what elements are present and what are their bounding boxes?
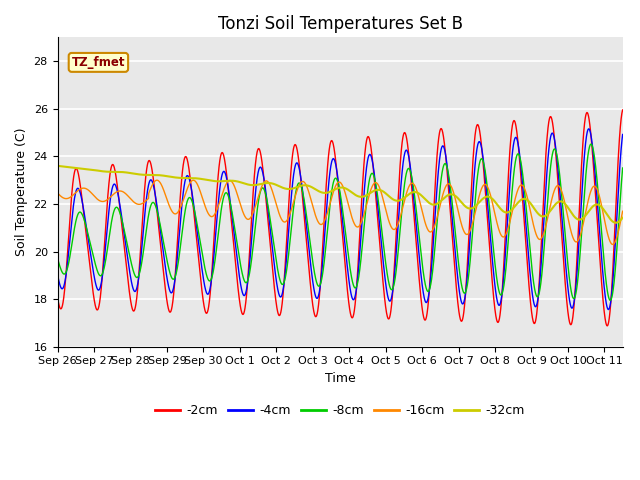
-4cm [118,216,126,222]
-16cm [609,241,616,247]
-8cm [608,294,616,300]
-4cm [295,164,303,169]
-8cm [295,180,303,186]
-2cm [608,287,616,292]
-32cm [54,163,61,169]
-32cm [270,181,278,187]
-8cm [152,203,159,209]
Text: TZ_fmet: TZ_fmet [72,56,125,69]
-4cm [547,134,554,140]
-2cm [118,224,126,229]
-2cm [54,295,61,300]
Title: Tonzi Soil Temperatures Set B: Tonzi Soil Temperatures Set B [218,15,463,33]
-4cm [608,289,616,295]
-16cm [608,241,616,247]
-4cm [585,126,593,132]
-8cm [587,141,595,147]
-32cm [152,172,159,178]
Y-axis label: Soil Temperature (C): Soil Temperature (C) [15,128,28,256]
-32cm [547,207,554,213]
Line: -32cm: -32cm [58,166,623,223]
X-axis label: Time: Time [324,372,355,385]
-4cm [54,272,61,277]
-4cm [152,193,159,199]
-2cm [547,114,554,120]
-32cm [118,169,126,175]
-8cm [606,298,614,303]
-16cm [619,208,627,214]
Line: -8cm: -8cm [58,144,623,300]
-32cm [612,220,620,226]
-16cm [547,201,555,206]
Line: -2cm: -2cm [58,110,623,326]
-16cm [152,178,159,183]
-2cm [619,107,627,113]
-32cm [295,184,303,190]
-8cm [54,255,61,261]
Line: -4cm: -4cm [58,129,623,310]
-16cm [54,190,61,196]
-16cm [295,183,303,189]
Legend: -2cm, -4cm, -8cm, -16cm, -32cm: -2cm, -4cm, -8cm, -16cm, -32cm [150,399,530,422]
-16cm [153,177,161,183]
-8cm [118,217,126,223]
-8cm [270,245,278,251]
-4cm [605,307,612,312]
-2cm [295,157,303,163]
-4cm [619,132,627,137]
-32cm [607,217,615,223]
-2cm [270,284,278,289]
-8cm [619,165,627,171]
-8cm [547,163,554,169]
-16cm [118,189,126,194]
-2cm [604,323,611,329]
-16cm [271,195,278,201]
Line: -16cm: -16cm [58,180,623,244]
-4cm [270,262,278,267]
-32cm [619,215,627,221]
-2cm [152,194,159,200]
